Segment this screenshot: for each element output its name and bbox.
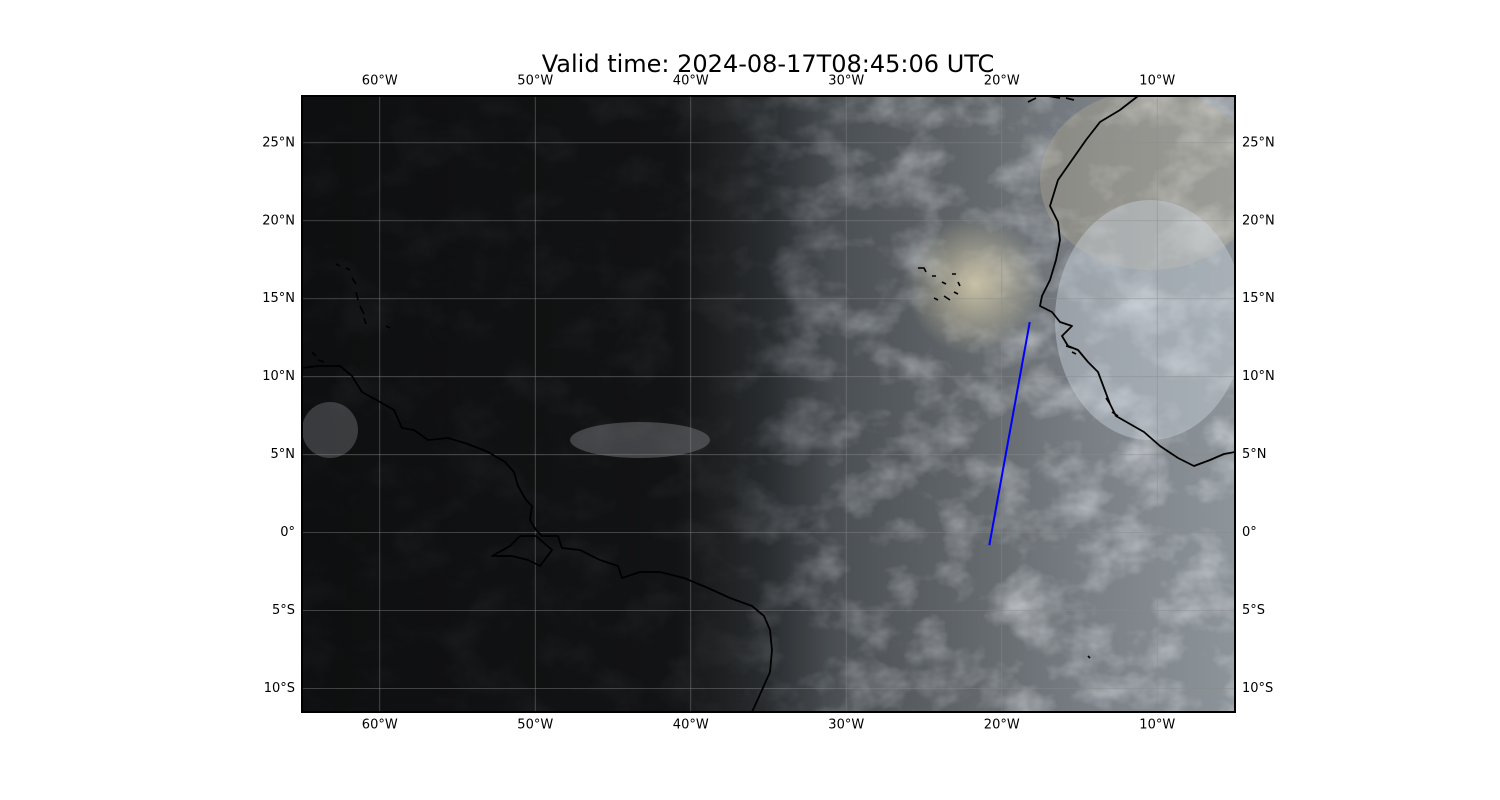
lon-tick-label-bottom-2: 40°W (673, 718, 709, 733)
lat-tick-label-left-4: 5°N (271, 447, 296, 462)
lat-tick-label-right-3: 10°N (1242, 369, 1275, 384)
lon-tick-label-bottom-3: 30°W (828, 718, 864, 733)
saint-helena-dot (1087, 655, 1091, 659)
lat-tick-label-right-6: 5°S (1242, 603, 1265, 618)
lat-tick-label-right-5: 0° (1242, 525, 1257, 540)
map-frame (301, 95, 1236, 713)
lon-tick-label-top-1: 50°W (517, 74, 553, 89)
tick-labels: 60°W 60°W 50°W 50°W 40°W 40°W 30°W 30°W 20°W 20°W… (262, 74, 1275, 733)
lat-tick-label-left-0: 25°N (262, 135, 295, 150)
figure-title: Valid time: 2024-08-17T08:45:06 UTC (541, 50, 995, 78)
lat-tick-label-left-3: 10°N (262, 369, 295, 384)
cloud-layer (302, 96, 1235, 712)
coast-west-africa (1039, 96, 1235, 467)
satellite-track-line (988, 321, 1031, 546)
lat-tick-label-right-1: 20°N (1242, 213, 1275, 228)
coast-amazon-delta (491, 535, 553, 567)
lon-tick-label-bottom-4: 20°W (984, 718, 1020, 733)
sunglint (905, 215, 1045, 355)
lon-tick-label-top-4: 20°W (984, 74, 1020, 89)
lat-tick-label-right-2: 15°N (1242, 291, 1275, 306)
lat-tick-label-left-6: 5°S (272, 603, 295, 618)
lon-tick-label-top-2: 40°W (673, 74, 709, 89)
lon-tick-label-top-0: 60°W (362, 74, 398, 89)
lon-tick-label-top-3: 30°W (828, 74, 864, 89)
lat-tick-label-right-0: 25°N (1242, 135, 1275, 150)
saharan-dust-haze (1040, 96, 1235, 270)
cloud-cluster-west (302, 402, 358, 458)
lat-tick-label-right-7: 10°S (1242, 681, 1273, 696)
bijagos-islands (1065, 345, 1119, 417)
lat-tick-label-left-7: 10°S (264, 681, 295, 696)
west-africa-cloud-mass (1055, 200, 1235, 440)
cape-verde-islands (918, 267, 961, 301)
lon-tick-label-bottom-1: 50°W (517, 718, 553, 733)
caribbean-islands (311, 263, 391, 363)
lon-tick-label-top-5: 10°W (1139, 74, 1175, 89)
lon-tick-label-bottom-5: 10°W (1139, 718, 1175, 733)
satellite-image (302, 96, 1235, 712)
islands (311, 263, 1119, 659)
coast-south-america (302, 365, 773, 712)
lon-tick-label-bottom-0: 60°W (362, 718, 398, 733)
lat-tick-label-right-4: 5°N (1242, 447, 1267, 462)
lat-tick-label-left-5: 0° (280, 525, 295, 540)
gridlines (302, 96, 1235, 712)
itcz-cloud-cluster (570, 422, 710, 458)
lat-tick-label-left-2: 15°N (262, 291, 295, 306)
lat-tick-label-left-1: 20°N (262, 213, 295, 228)
